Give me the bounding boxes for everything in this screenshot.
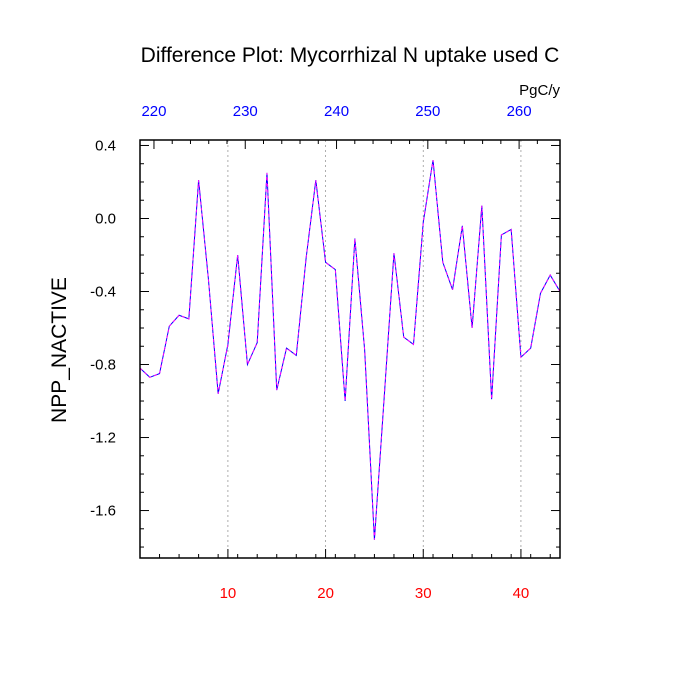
y-tick-label: -0.4 xyxy=(90,284,116,301)
y-tick-label: -1.6 xyxy=(90,503,116,520)
series-line-a xyxy=(139,160,561,540)
x-top-tick-label: 230 xyxy=(233,103,258,120)
grid-lines xyxy=(227,140,522,558)
y-axis-label: NPP_NACTIVE xyxy=(48,277,71,423)
y-tick-label: 0.4 xyxy=(95,137,116,154)
x-top-tick-label: 250 xyxy=(415,103,440,120)
x-top-tick-label: 260 xyxy=(507,103,532,120)
y-tick-label: -0.8 xyxy=(90,357,116,374)
series-line-b xyxy=(139,160,561,540)
x-bottom-tick-label: 30 xyxy=(415,585,432,602)
top-axis-unit: PgC/y xyxy=(519,82,560,99)
x-bottom-tick-label: 10 xyxy=(220,585,237,602)
tick-labels: 10 20 30 40 220 230 240 250 260 0.4 0.0 -0.4 -0.8 -1.… xyxy=(90,103,531,602)
y-tick-label: -1.2 xyxy=(90,430,116,447)
y-tick-label: 0.0 xyxy=(95,210,116,227)
x-bottom-tick-label: 40 xyxy=(513,585,530,602)
plot-frame xyxy=(139,139,561,559)
x-bottom-tick-label: 20 xyxy=(317,585,334,602)
series-lines xyxy=(139,160,561,540)
chart-title: Difference Plot: Mycorrhizal N uptake us… xyxy=(141,44,560,67)
x-top-tick-label: 220 xyxy=(141,103,166,120)
axis-ticks xyxy=(139,140,560,558)
x-top-tick-label: 240 xyxy=(324,103,349,120)
